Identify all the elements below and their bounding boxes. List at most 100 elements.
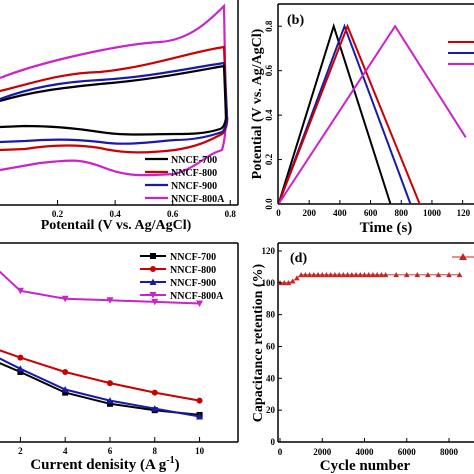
panel-c-x-axis-title: Current denisity (A g-1) [30,455,179,473]
panel-d-y-ticks: 0 20 40 60 80 100 120 [262,246,282,447]
panel-d-data-point [456,272,463,278]
panel-d-data-point [285,280,292,286]
cv-curve-nncf-900 [0,61,229,145]
panel-d-data-point [425,272,431,278]
panel-c-x-tick-label: 10 [195,446,205,456]
panel-c-series-line [0,362,200,416]
panel-c-data-point [151,298,159,306]
panel-d-data-point [435,272,442,278]
panel-c-legend-marker [150,266,156,272]
panel-d-data-point [349,272,355,278]
panel-c-series [0,270,204,420]
panel-d-data-point [302,272,309,278]
panel-d-x-tick-label: 4000 [356,447,375,457]
panel-c-legend-label: NNCF-700 [170,252,216,263]
panel-c-data-point [17,354,24,361]
panel-a-legend-label: NNCF-800 [171,168,217,179]
panel-d-data-point [336,272,342,278]
panel-d-data-point [327,272,334,278]
panel-a-legend-label: NNCF-700 [171,155,217,166]
panel-a-x-tick-label: 0.4 [109,209,121,219]
panel-d-data-point [315,272,321,278]
panel-d-data-point [306,272,313,278]
panel-b-gcd-curve [277,22,392,205]
panel-c-data-point [106,397,114,404]
panel-d-x-tick-label: 2000 [313,447,332,457]
panel-b-x-tick-label: 400 [333,208,347,218]
panel-d-x-ticks: 0 2000 4000 6000 8000 [278,438,459,457]
panel-b-y-axis-title: Potential (V vs. Ag/AgCl) [250,28,265,179]
panel-c-data-point [106,297,114,304]
panel-c-x-tick-label: 8 [153,446,158,456]
cv-curve-nncf-800 [0,45,229,154]
panel-d-data-point [370,272,376,278]
panel-d-data-point [311,272,317,278]
panel-a-legend-label: NNCF-800A [171,194,225,205]
panel-c-data-point [17,368,24,375]
panel-c-legend-label: NNCF-900 [170,278,216,289]
panel-d: 0 2000 4000 6000 8000 0 20 40 60 80 100 120 (d) Ca… [251,242,474,474]
panel-b: 0 200 400 600 800 1000 120 0.0 0.2 0.4 0.6 0.8 (b)… [250,3,474,236]
panel-c-data-point [62,368,69,375]
panel-d-data-point [414,272,421,278]
panel-c-data-point [196,397,203,404]
panel-d-y-tick-label: 80 [266,310,276,320]
panel-b-y-tick-label: 0.4 [264,109,274,121]
panel-b-x-axis-title: Time (s) [360,220,413,236]
panel-c-data-point [16,287,24,295]
panel-c-data-point [62,389,69,396]
panel-c-legend-marker [149,292,157,299]
panel-d-legend-marker [459,253,467,260]
panel-a-x-tick-label: 0.8 [225,209,237,219]
panel-b-y-ticks: 0.0 0.2 0.4 0.6 0.8 [264,20,282,210]
panel-b-x-tick-label: 600 [364,208,378,218]
panel-d-data-point [281,280,288,286]
panel-d-data-point [340,272,347,278]
panel-d-data-point [446,272,452,278]
panel-b-x-tick-label: 1000 [423,208,442,218]
panel-d-x-axis-title: Cycle number [320,458,411,474]
panel-b-x-tick-label: 120 [457,208,471,218]
panel-c-legend-marker [150,253,156,259]
panel-d-data-point [319,272,326,278]
panel-c: 2 4 6 8 10 NNCF-700 NNCF-800 NNCF-900 NNCF-800A… [0,242,239,473]
panel-c-data-point [196,413,204,420]
panel-b-y-tick-label: 0.8 [264,20,274,32]
panel-d-y-tick-label: 100 [262,278,276,288]
panel-c-x-ticks: 2 4 6 8 10 [18,437,205,456]
panel-c-data-point [151,389,158,396]
panel-d-data-point [323,272,330,278]
panel-d-data-point [298,272,304,278]
panel-a-x-tick-label: 0.6 [167,209,179,219]
panel-c-data-point [61,385,69,393]
panel-c-x-tick-label: 2 [18,446,23,456]
panel-b-gcd-curve [277,23,412,205]
panel-a: 0.2 0.4 0.6 0.8 NNCF-700NNCF-800NNCF-900NNC… [0,0,239,233]
panel-d-data-point [365,272,372,278]
panel-a-legend: NNCF-700 NNCF-800 NNCF-900 NNCF-800A [145,155,225,205]
panel-b-y-tick-label: 0.6 [264,65,274,77]
cv-curve-nncf-800a [0,3,228,177]
panel-a-x-ticks: 0.2 0.4 0.6 0.8 [52,200,236,219]
panel-c-data-point [151,405,159,412]
panel-a-x-tick-label: 0.2 [52,209,64,219]
panel-c-data-point [106,380,113,387]
panel-d-y-tick-label: 0 [271,437,276,447]
panel-c-data-point [61,295,69,303]
panel-d-y-tick-label: 40 [266,373,276,383]
panel-c-legend-label: NNCF-800 [170,265,216,276]
panel-c-x-tick-label: 6 [108,446,113,456]
panel-b-x-tick-label: 0 [276,208,281,218]
panel-b-gcd-curve [277,23,421,205]
panel-d-y-tick-label: 120 [262,246,276,256]
panel-c-series-line [0,270,200,305]
panel-d-data-point [353,272,359,278]
cv-curve-nncf-700 [0,64,228,136]
panel-d-data-point [378,272,385,278]
panel-b-x-tick-label: 800 [395,208,409,218]
panel-c-legend-marker [149,278,157,285]
panel-d-data-point [294,275,300,281]
panel-b-gcd-curves [277,22,467,205]
panel-d-points [277,272,463,286]
panel-d-y-tick-label: 60 [266,341,276,351]
